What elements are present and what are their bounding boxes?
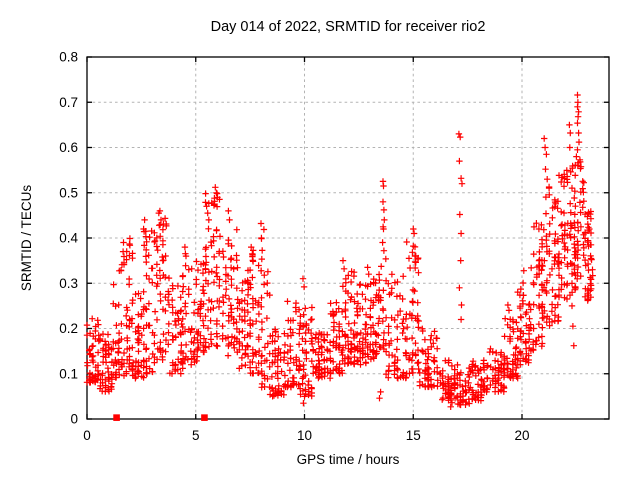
y-tick-label: 0.7 bbox=[59, 95, 78, 110]
data-point-markers bbox=[83, 91, 596, 410]
y-tick-label: 0.5 bbox=[59, 185, 78, 200]
x-tick-label: 10 bbox=[297, 428, 312, 443]
x-tick-label: 5 bbox=[192, 428, 200, 443]
y-tick-label: 0.2 bbox=[59, 321, 78, 336]
flag-square-marker bbox=[201, 414, 208, 421]
plot-frame-and-ticks: 0 5 10 15 20 0 0.1 0.2 0.3 0.4 0.5 0.6 0.7 0.8 bbox=[59, 50, 610, 443]
x-tick-label: 20 bbox=[514, 428, 529, 443]
y-tick-label: 0.1 bbox=[59, 366, 78, 381]
scatter-points bbox=[83, 91, 596, 421]
grid-lines bbox=[87, 57, 609, 419]
chart-title: Day 014 of 2022, SRMTID for receiver rio… bbox=[211, 19, 486, 35]
y-tick-label: 0 bbox=[70, 412, 78, 427]
y-axis-label: SRMTID / TECUs bbox=[19, 185, 34, 292]
x-axis-label: GPS time / hours bbox=[297, 452, 400, 467]
x-tick-label: 0 bbox=[83, 428, 91, 443]
y-tick-label: 0.3 bbox=[59, 276, 78, 291]
flag-square-marker bbox=[113, 414, 120, 421]
x-tick-label: 15 bbox=[406, 428, 421, 443]
y-tick-label: 0.8 bbox=[59, 50, 78, 65]
axis-text: Day 014 of 2022, SRMTID for receiver rio… bbox=[19, 19, 485, 467]
y-tick-label: 0.6 bbox=[59, 140, 78, 155]
y-tick-label: 0.4 bbox=[59, 231, 78, 246]
